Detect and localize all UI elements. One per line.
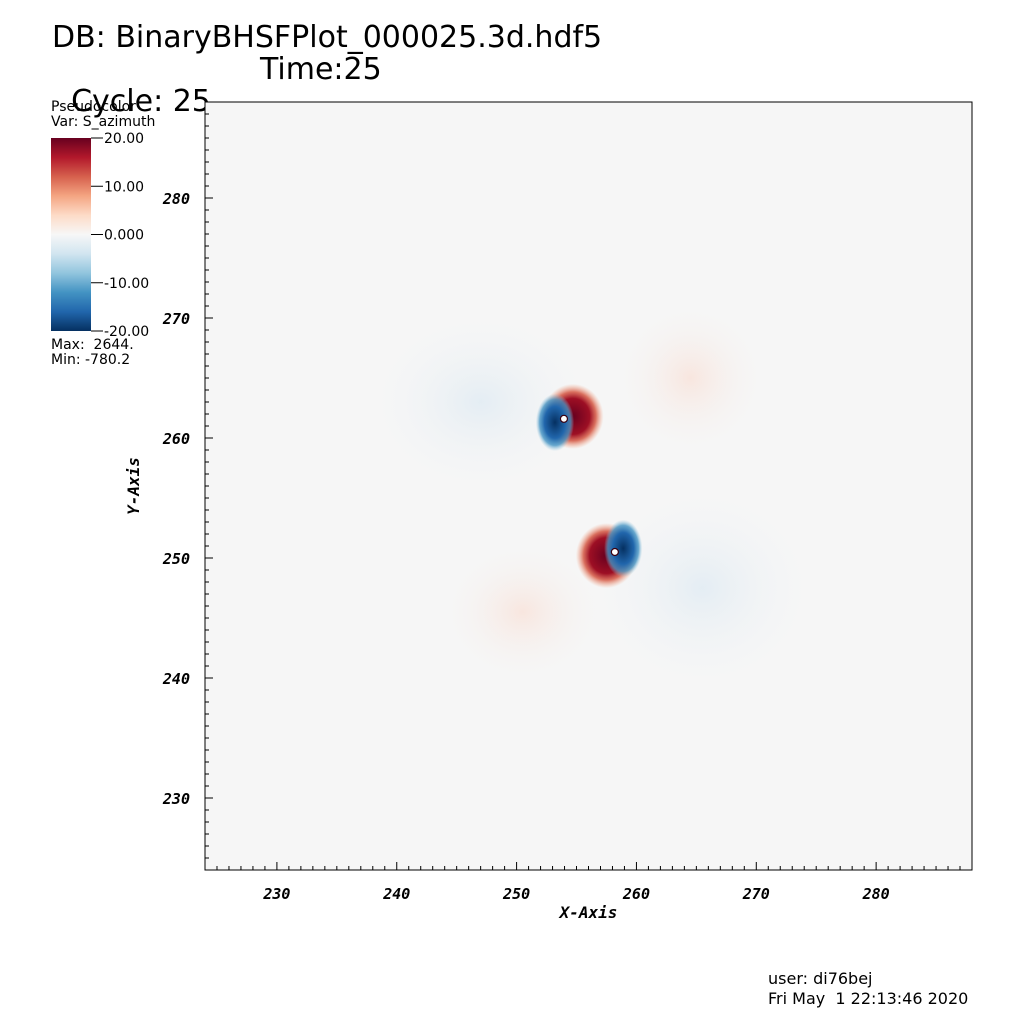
database-title: DB: BinaryBHSFPlot_000025.3d.hdf5 bbox=[52, 20, 603, 55]
x-axis-title: X-Axis bbox=[558, 903, 618, 922]
field-feature-faint-positive bbox=[438, 540, 607, 684]
x-tick-label: 270 bbox=[742, 885, 770, 903]
x-tick-label: 280 bbox=[862, 885, 890, 903]
x-tick-label: 250 bbox=[502, 885, 530, 903]
x-tick-label: 260 bbox=[622, 885, 650, 903]
y-tick-label: 270 bbox=[162, 310, 190, 328]
plot-field bbox=[205, 102, 972, 870]
colorbar-gradient bbox=[51, 138, 91, 331]
cycle-time-line: Cycle: 25 Time:25 bbox=[52, 54, 382, 150]
colorbar-tick-label: -20.00 bbox=[104, 324, 149, 340]
x-tick-label: 230 bbox=[262, 885, 290, 903]
field-feature-faint-negative bbox=[360, 306, 601, 498]
colorbar-tick-label: 20.00 bbox=[104, 131, 144, 147]
puncture-marker bbox=[610, 547, 619, 557]
y-tick-label: 260 bbox=[162, 430, 190, 448]
field-feature-negative bbox=[604, 519, 643, 578]
puncture-marker bbox=[559, 414, 569, 423]
colorbar-tick-label: 10.00 bbox=[104, 179, 144, 195]
legend-max: Max: 2644. bbox=[51, 337, 134, 353]
time-label: Time:25 bbox=[260, 52, 382, 87]
plot-area bbox=[205, 102, 972, 870]
legend-plot-type: Pseudocolor bbox=[51, 99, 136, 115]
legend-min: Min: -780.2 bbox=[51, 352, 131, 368]
field-feature-negative bbox=[535, 393, 575, 452]
colorbar-tick-label: -10.00 bbox=[104, 276, 149, 292]
y-tick-label: 230 bbox=[162, 790, 190, 808]
colorbar-tick-label: 0.000 bbox=[104, 228, 144, 244]
footer-date: Fri May 1 22:13:46 2020 bbox=[768, 989, 969, 1008]
legend-variable: Var: S_azimuth bbox=[51, 114, 156, 130]
colorbar: 20.00 10.00 0.000 -10.00 -20.00 bbox=[51, 131, 149, 340]
field-feature-faint-positive bbox=[612, 300, 769, 456]
y-tick-label: 250 bbox=[162, 550, 190, 568]
footer-user: user: di76bej bbox=[768, 969, 873, 988]
y-tick-label: 280 bbox=[162, 190, 190, 208]
plot-background bbox=[205, 102, 972, 870]
x-tick-label: 240 bbox=[382, 885, 410, 903]
y-tick-label: 240 bbox=[162, 670, 190, 688]
axes: 230 240 250 260 270 280 230 240 250 260 270 280 X-Ax… bbox=[124, 101, 973, 922]
y-axis-title: Y-Axis bbox=[124, 457, 143, 515]
field-feature-faint-negative bbox=[582, 480, 823, 696]
